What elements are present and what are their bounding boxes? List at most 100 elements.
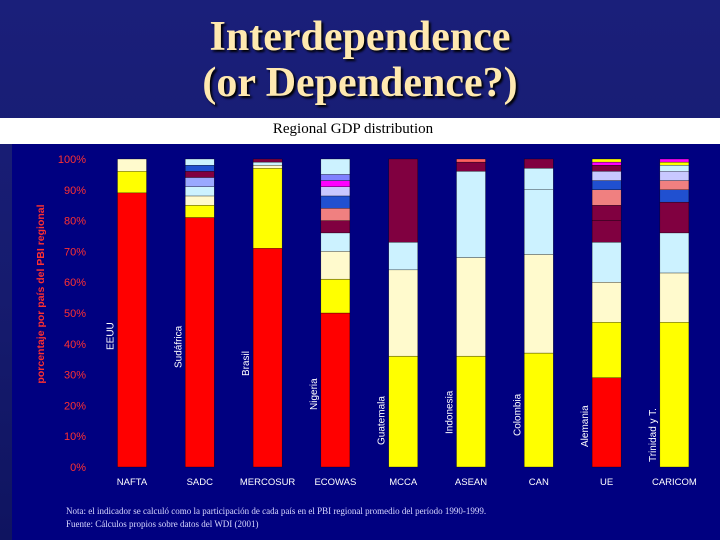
bar-segment: [388, 269, 418, 357]
bar-segment: [320, 312, 351, 468]
bar-segment: [117, 158, 147, 172]
y-tick-label: 70%: [64, 246, 86, 258]
bar-country-label: Colombia: [512, 393, 523, 436]
bar-country-label: Guatemala: [377, 396, 388, 445]
bar-segment: [591, 189, 622, 206]
bar-segment: [185, 177, 215, 187]
bar-segment: [320, 220, 351, 234]
page-title-line2: (or Dependence?): [202, 60, 518, 106]
bar-segment: [659, 201, 690, 234]
bar-segment: [320, 158, 351, 175]
y-tick-label: 80%: [64, 216, 86, 228]
bar-segment: [185, 165, 215, 172]
bar-segment: [659, 322, 690, 468]
y-tick-label: 0%: [70, 462, 86, 474]
x-axis-categories: NAFTA SADC MERCOSUR ECOWAS MCCA ASEAN CAN UE CAR…: [117, 477, 697, 488]
bar-segment: [659, 171, 690, 181]
bar-segment: [252, 248, 283, 468]
bar-country-label: Indonesia: [445, 390, 456, 434]
x-category-label: CAN: [529, 477, 549, 488]
page-title: Interdependence: [209, 14, 511, 60]
bar-segment: [591, 161, 622, 166]
bar-segment: [252, 165, 283, 169]
bar-segment: [659, 189, 690, 203]
bar-segment: [320, 186, 351, 197]
bar-segment: [591, 377, 622, 468]
bar-segment: [591, 322, 622, 378]
bar-segment: [320, 232, 351, 252]
bar-segment: [185, 195, 215, 206]
bar-segment: [524, 352, 554, 468]
x-category-label: ECOWAS: [314, 477, 356, 488]
bar-segment: [320, 180, 351, 187]
bar-segment: [320, 208, 351, 221]
x-category-label: SADC: [187, 477, 214, 488]
bar-segment: [185, 171, 215, 178]
bar-segment: [591, 220, 622, 243]
bars: [117, 158, 690, 468]
bar-segment: [659, 161, 690, 166]
y-axis-ticks: 0% 10% 20% 30% 40% 50% 60% 70% 80% 90% 100%: [58, 154, 86, 474]
bar-segment: [252, 168, 283, 249]
x-category-label: MCCA: [389, 477, 418, 488]
x-category-label: NAFTA: [117, 477, 148, 488]
x-category-label: CARICOM: [652, 477, 697, 488]
y-tick-label: 50%: [64, 308, 86, 320]
bar-segment: [252, 161, 283, 166]
bar-segment: [117, 171, 147, 194]
y-tick-label: 20%: [64, 400, 86, 412]
chart-subtitle: Regional GDP distribution: [272, 121, 434, 137]
bar-segment: [591, 242, 622, 283]
bar-segment: [524, 158, 554, 169]
bar-country-label: Alemania: [580, 405, 591, 447]
bar-segment: [456, 355, 486, 468]
bar-country-label: Nigeria: [309, 378, 320, 410]
bar-segment: [185, 205, 215, 218]
x-category-label: MERCOSUR: [240, 477, 296, 488]
bar-country-label: EEUU: [106, 322, 117, 350]
bar-segment: [456, 171, 486, 258]
bar-segment: [185, 217, 215, 468]
bar-segment: [591, 205, 622, 221]
bar-segment: [388, 355, 418, 468]
bar-segment: [524, 254, 554, 354]
y-tick-label: 100%: [58, 154, 86, 166]
bar-segment: [456, 257, 486, 357]
bar-segment: [591, 165, 622, 172]
x-category-label: ASEAN: [455, 477, 487, 488]
y-tick-label: 10%: [64, 431, 86, 443]
bar-segment: [591, 282, 622, 323]
bar-country-labels: EEUU Sudáfrica Brasil Nigeria Guatemala Indon…: [106, 322, 659, 462]
bar-segment: [659, 158, 690, 163]
y-tick-label: 30%: [64, 370, 86, 382]
bar-segment: [524, 168, 554, 190]
bar-segment: [320, 174, 351, 181]
bar-segment: [659, 232, 690, 274]
bar-segment: [591, 180, 622, 190]
bar-segment: [659, 180, 690, 190]
bar-segment: [524, 189, 554, 255]
bar-segment: [320, 195, 351, 209]
bar-segment: [185, 186, 215, 197]
bar-segment: [252, 158, 283, 163]
bar-segment: [591, 171, 622, 181]
subtitle-band: [0, 118, 720, 144]
bar-segment: [388, 158, 418, 243]
bar-country-label: Sudáfrica: [173, 325, 184, 368]
bar-segment: [388, 242, 418, 271]
bar-country-label: Brasil: [241, 351, 252, 376]
bar-segment: [117, 192, 147, 468]
bar-country-label: Trinidad y T.: [648, 408, 659, 462]
bar-segment: [659, 272, 690, 323]
chart-note: Nota: el indicador se calculó como la pa…: [66, 506, 487, 516]
bar-segment: [591, 158, 622, 163]
y-axis-label: porcentaje por país del PBI regional: [35, 204, 47, 383]
bar-segment: [320, 251, 351, 280]
bar-segment: [456, 161, 486, 172]
y-tick-label: 60%: [64, 277, 86, 289]
bar-segment: [185, 158, 215, 166]
y-tick-label: 40%: [64, 339, 86, 351]
chart-source: Fuente: Cálculos propios sobre datos del…: [66, 519, 259, 529]
bar-segment: [456, 158, 486, 163]
